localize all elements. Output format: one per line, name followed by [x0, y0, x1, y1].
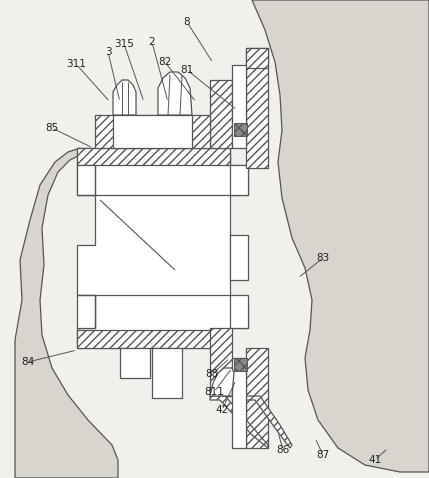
Bar	[232, 358, 246, 448]
Text: 83: 83	[316, 253, 329, 263]
Text: 88: 88	[205, 369, 219, 379]
Bar	[246, 348, 268, 448]
Text: 315: 315	[114, 39, 134, 49]
Bar	[77, 330, 230, 348]
Text: 311: 311	[66, 59, 86, 69]
Text: 84: 84	[21, 357, 35, 367]
Polygon shape	[246, 396, 292, 448]
Bar	[234, 358, 247, 371]
Text: 81: 81	[180, 65, 193, 75]
Polygon shape	[158, 72, 192, 115]
Polygon shape	[95, 115, 210, 148]
Text: 42: 42	[215, 405, 229, 415]
Bar	[246, 48, 268, 168]
Text: 8: 8	[184, 17, 190, 27]
Text: 811: 811	[204, 387, 224, 397]
Bar	[77, 165, 95, 195]
Bar	[234, 123, 247, 136]
Text: 87: 87	[316, 450, 329, 460]
Text: 86: 86	[276, 445, 290, 455]
Text: 2: 2	[149, 37, 155, 47]
Polygon shape	[252, 0, 429, 472]
Text: 82: 82	[158, 57, 172, 67]
Bar	[230, 235, 248, 280]
Bar	[230, 165, 248, 195]
Bar	[210, 328, 232, 396]
Bar	[77, 295, 95, 328]
Polygon shape	[210, 396, 268, 448]
Text: 3: 3	[105, 47, 111, 57]
Bar	[230, 295, 248, 328]
Text: 85: 85	[45, 123, 59, 133]
Text: 41: 41	[369, 455, 382, 465]
Bar	[120, 348, 150, 378]
Bar	[210, 80, 232, 148]
Bar	[113, 115, 192, 148]
Polygon shape	[77, 148, 248, 348]
Bar	[152, 348, 182, 398]
Bar	[77, 148, 230, 165]
Polygon shape	[113, 80, 136, 115]
Polygon shape	[210, 368, 234, 396]
Polygon shape	[15, 148, 118, 478]
Bar	[232, 65, 246, 148]
Bar	[246, 48, 268, 68]
